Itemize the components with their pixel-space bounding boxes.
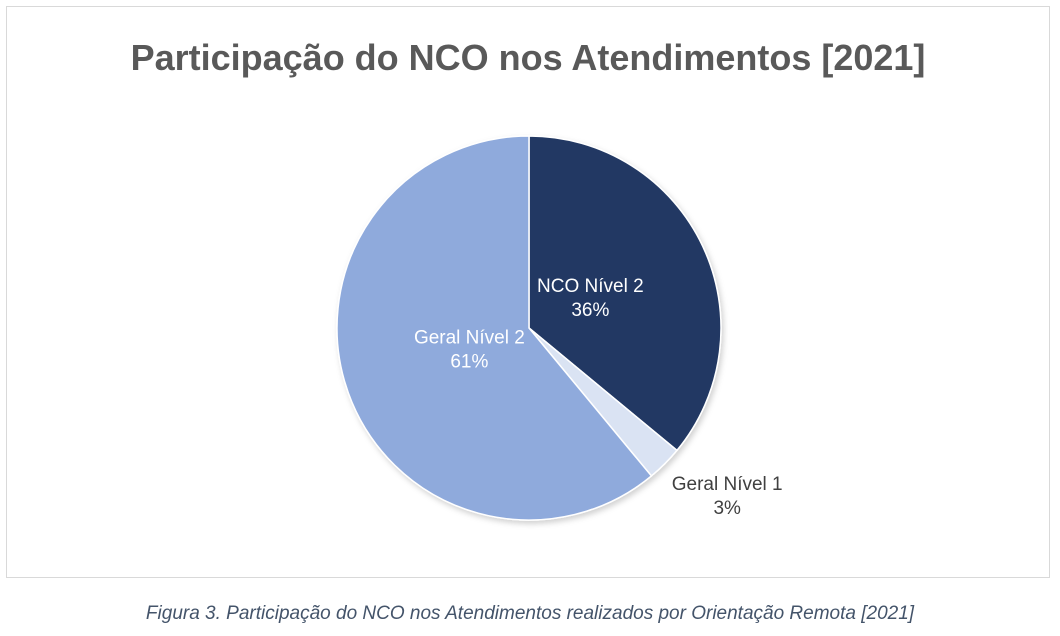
chart-title: Participação do NCO nos Atendimentos [20…: [130, 37, 926, 78]
slice-label-value: 61%: [450, 351, 488, 372]
slice-label-value: 36%: [571, 300, 609, 321]
pie-slice-geral-n-vel-2: [336, 135, 653, 521]
pie-slice-nco-n-vel-2: [528, 135, 722, 452]
slice-label-name: Geral Nível 2: [414, 327, 525, 348]
figure-caption: Figura 3. Participação do NCO nos Atendi…: [145, 603, 915, 624]
slice-label-name: NCO Nível 2: [537, 276, 644, 297]
slice-label-value: 3%: [713, 498, 741, 519]
pie-slices: [336, 135, 722, 521]
slice-label-name: Geral Nível 1: [672, 474, 783, 495]
